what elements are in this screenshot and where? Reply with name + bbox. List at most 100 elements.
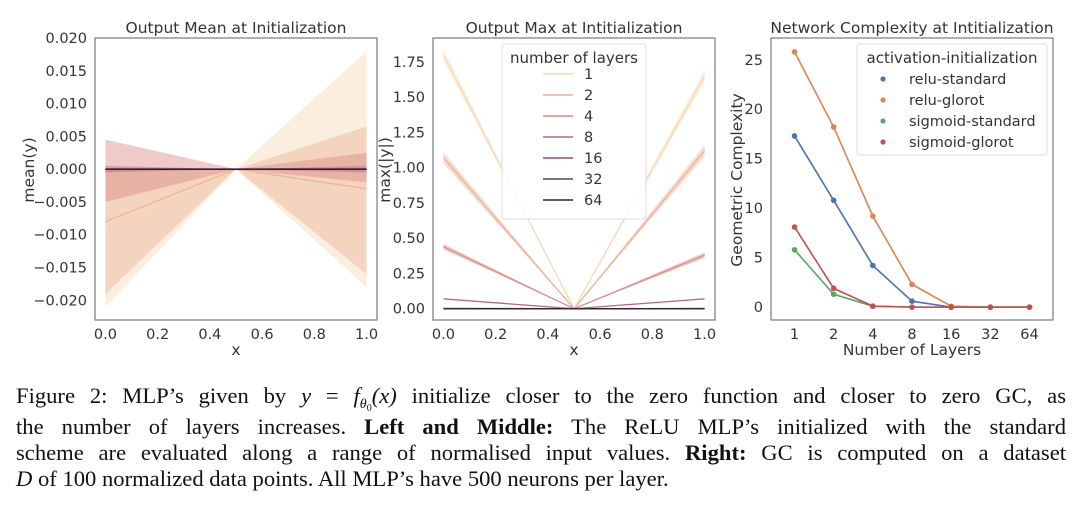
plot-output-mean: Output Mean at Initialization 0.020 0.015… [20,19,378,359]
y-tick-label: 1.00 [393,161,425,177]
point-relu-standard [830,197,837,204]
point-relu-standard [870,262,876,269]
y-tick-label: −0.005 [33,195,87,211]
y-tick-label: 0.50 [393,231,425,247]
legend-label: 4 [584,109,593,125]
y-tick-label: 0.015 [45,64,87,80]
y-tick-label: 0.00 [393,302,425,318]
x-tick-label: 1 [790,327,799,343]
x-tick-label: 0.8 [303,327,326,343]
legend-label: relu-standard [909,72,1006,88]
y-tick-label: 20 [745,102,763,118]
legend-marker [880,76,886,82]
y-tick-label: −0.010 [33,228,87,244]
point-sigmoid-standard [830,291,837,298]
legend-title: number of layers [510,49,638,67]
y-tick-label: 1.75 [393,55,425,71]
y-tick-label: 0 [754,300,763,316]
x-tick-label: 1.0 [693,327,716,343]
y-tick-label: −0.020 [33,293,87,309]
y-tick-label: −0.015 [33,261,87,277]
y-tick-label: 0.010 [45,97,87,113]
y-tick-label: 15 [745,152,763,168]
point-relu-standard [909,298,915,305]
x-tick-labels: 0.0 0.2 0.4 0.6 0.8 1.0 [432,327,716,343]
figure-caption: Figure 2: MLP’s given by y = fθ0(x) init… [16,383,1066,492]
x-tick-label: 0.0 [94,327,117,343]
legend: activation-initialization relu-standard r… [856,43,1048,156]
x-tick-label: 0.4 [198,327,221,343]
legend: number of layers 1 2 4 8 16 32 64 [501,43,647,220]
bands-group [105,51,367,307]
caption-line-3: scheme are evaluated along a range of no… [16,440,1067,465]
points-group [791,49,1033,310]
x-tick-label: 0.2 [484,327,507,343]
legend-label: 2 [584,88,593,104]
x-tick-label: 2 [829,327,838,343]
y-tick-label: 25 [745,53,763,69]
legend-label: 8 [584,130,593,146]
y-tick-label: 0.25 [393,266,425,282]
legend-marker [880,118,886,124]
point-sigmoid-glorot [791,224,798,230]
y-tick-label: 10 [745,201,763,217]
band-layers-1 [105,51,367,307]
legend-box [856,43,1048,156]
y-tick-label: 1.50 [393,90,425,106]
plot-title: Output Max at Intitialization [466,19,683,37]
x-tick-label: 64 [1020,327,1038,343]
axes-frame [94,37,378,321]
x-tick-label: 0.4 [536,327,559,343]
legend-marker [880,139,886,145]
axes-frame [770,37,1054,321]
legend-label: 1 [584,67,593,83]
point-relu-standard [791,133,798,139]
band-layers-2 [105,126,367,294]
point-sigmoid-glorot [830,285,837,292]
x-tick-label: 4 [868,327,877,343]
y-tick-label: 0.020 [45,31,87,47]
band-layers-4 [443,243,705,309]
point-sigmoid-glorot [870,303,876,309]
x-tick-label: 16 [942,327,960,343]
legend-label: relu-glorot [909,93,985,109]
legend-label: 64 [584,193,602,209]
y-tick-label: 5 [754,251,763,267]
band-layers-4 [105,139,367,202]
x-tick-label: 0.6 [251,327,274,343]
x-tick-label: 1.0 [355,327,378,343]
plot-title: Network Complexity at Intitialization [770,19,1053,37]
x-tick-labels: 0.0 0.2 0.4 0.6 0.8 1.0 [94,327,378,343]
legend-marker [880,97,886,103]
y-axis-label: Geometric Complexity [728,93,746,266]
y-tick-label: 0.000 [45,162,87,178]
x-tick-label: 0.0 [432,327,455,343]
axes-frame [432,37,716,321]
band-layers-8 [443,298,705,309]
y-tick-labels: 25 20 15 10 5 0 [745,53,763,316]
caption-line-1: Figure 2: MLP’s given by y = fθ0(x) init… [16,383,1067,414]
y-tick-labels: 1.75 1.50 1.25 1.00 0.75 0.50 0.25 0.00 [393,55,425,318]
x-tick-labels: 1 2 4 8 16 32 64 [790,327,1039,343]
y-axis-label: max(|y|) [376,137,394,202]
point-relu-glorot [870,213,876,219]
x-axis-label: x [569,341,578,359]
point-relu-glorot [909,281,915,288]
legend-label: sigmoid-standard [909,114,1036,130]
point-sigmoid-glorot [1026,304,1033,310]
point-relu-glorot [791,49,798,55]
x-axis-label: x [231,341,240,359]
figure: Output Mean at Initialization 0.0200.015… [20,19,1054,359]
point-sigmoid-glorot [948,304,954,310]
x-tick-label: 0.8 [641,327,664,343]
plot-network-complexity: Network Complexity at Intitialization 25… [728,19,1054,359]
legend-label: sigmoid-glorot [909,135,1014,151]
legend-label: 16 [584,151,602,167]
y-tick-label: 0.75 [393,196,425,212]
caption-line-2: the number of layers increases. Left and… [16,414,1067,439]
line-layers-8 [443,298,705,310]
y-tick-label: 1.25 [393,125,425,141]
x-axis-label: Number of Layers [843,341,981,359]
y-tick-label: 0.005 [45,129,87,145]
plot-title: Output Mean at Initialization [126,19,347,37]
